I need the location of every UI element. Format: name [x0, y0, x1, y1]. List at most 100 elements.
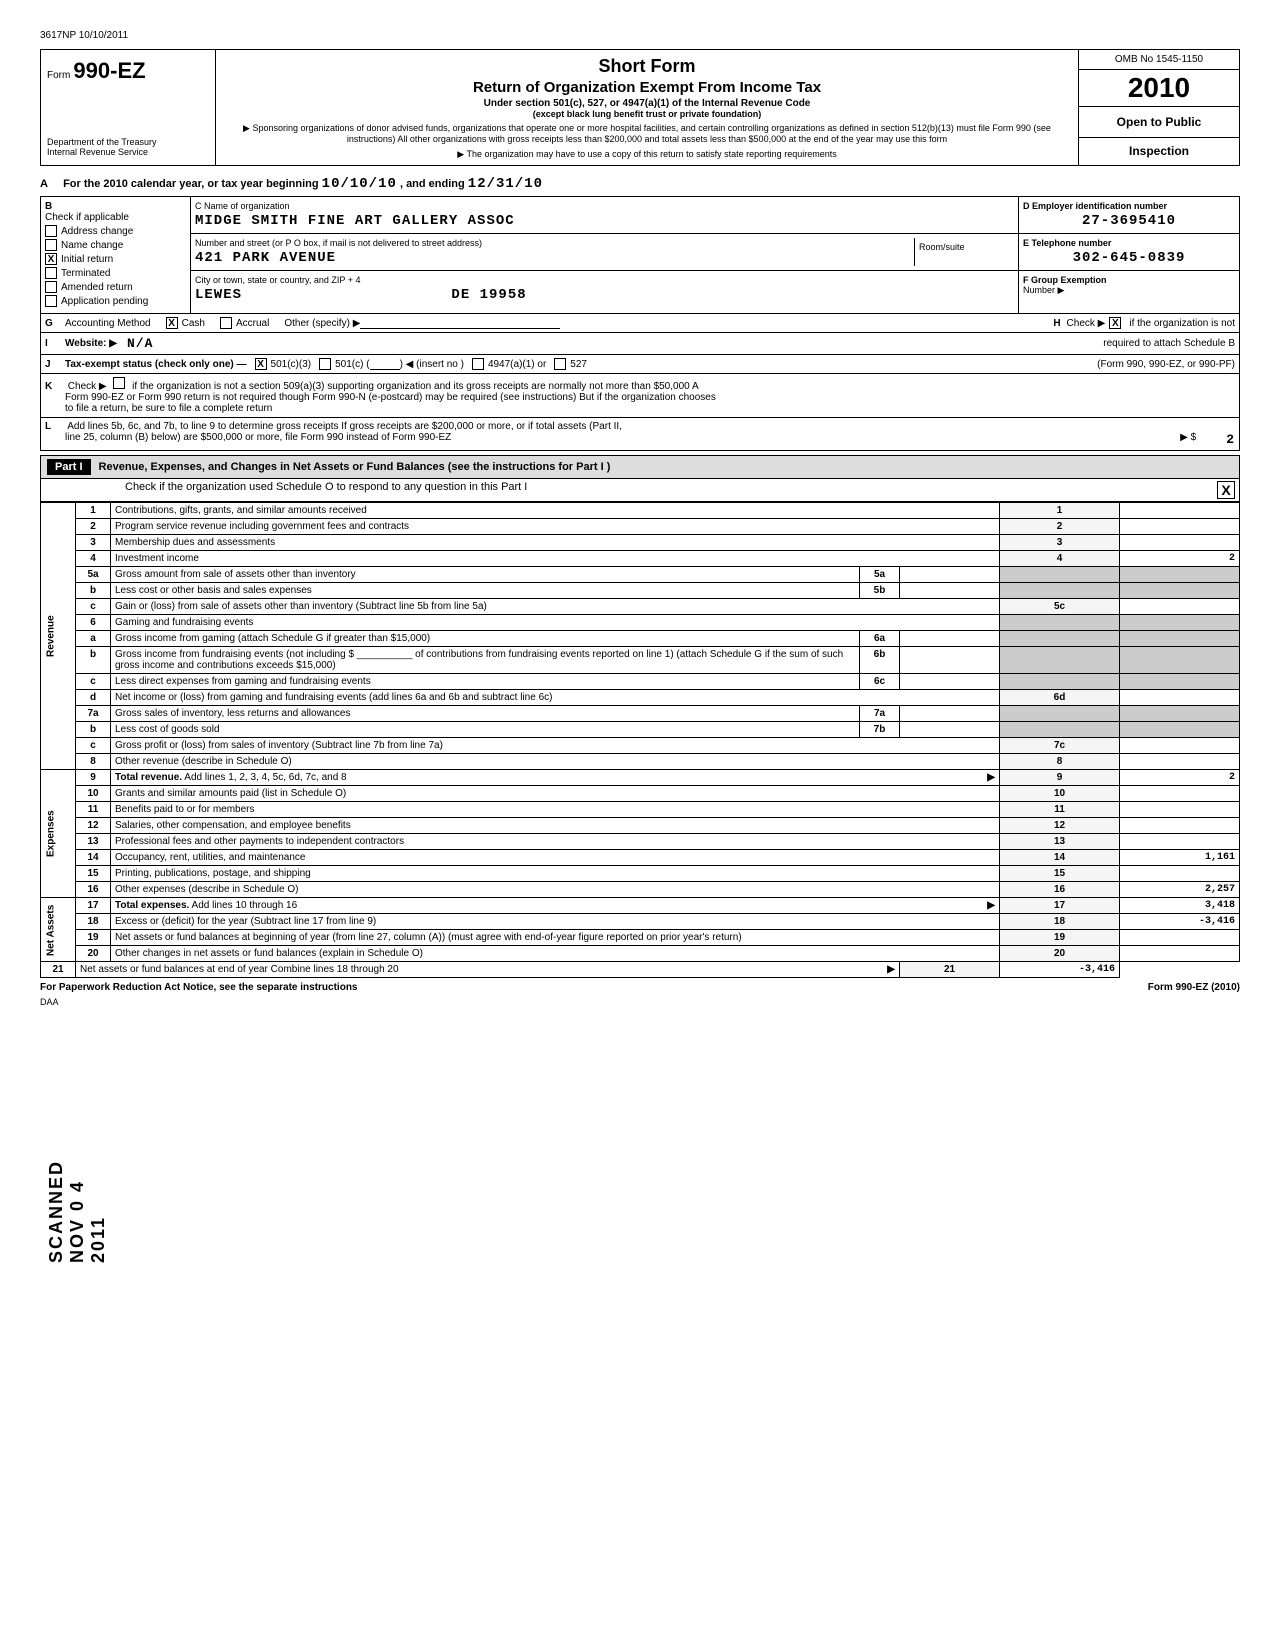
- side-label: Net Assets: [41, 898, 76, 962]
- line-value[interactable]: [1120, 519, 1240, 535]
- checkbox-label: Name change: [61, 240, 123, 251]
- row-num: 16: [76, 882, 111, 898]
- row-num: d: [76, 690, 111, 706]
- line-value[interactable]: [1120, 866, 1240, 882]
- table-row: 10Grants and similar amounts paid (list …: [41, 786, 1240, 802]
- table-row: cLess direct expenses from gaming and fu…: [41, 674, 1240, 690]
- row-desc: Net assets or fund balances at beginning…: [111, 930, 1000, 946]
- part1-title: Revenue, Expenses, and Changes in Net As…: [99, 461, 1233, 473]
- end-date: 12/31/10: [468, 176, 543, 192]
- line-value[interactable]: [1120, 503, 1240, 519]
- k-checkbox[interactable]: [113, 377, 125, 389]
- sub-value[interactable]: [900, 674, 1000, 690]
- 501c3-checkbox[interactable]: [255, 358, 267, 370]
- checkbox[interactable]: [45, 225, 57, 237]
- line-value[interactable]: [1120, 786, 1240, 802]
- row-num: 2: [76, 519, 111, 535]
- header-center: Short Form Return of Organization Exempt…: [216, 50, 1079, 165]
- state-zip: DE 19958: [451, 287, 526, 303]
- checkbox[interactable]: [45, 253, 57, 265]
- table-row: bLess cost of goods sold7b: [41, 722, 1240, 738]
- row-num: 13: [76, 834, 111, 850]
- checkbox-row: Application pending: [45, 295, 186, 307]
- sub-value[interactable]: [900, 631, 1000, 647]
- insert-blank[interactable]: [370, 358, 400, 370]
- form-wrapper: 3617NP 10/10/2011 Form 990-EZ Department…: [40, 30, 1240, 1007]
- cash-label: Cash: [182, 318, 205, 329]
- line-num: 6d: [1000, 690, 1120, 706]
- gray-cell: [1120, 674, 1240, 690]
- line-value[interactable]: 2: [1120, 770, 1240, 786]
- line-value[interactable]: [1120, 738, 1240, 754]
- line-value[interactable]: -3,416: [1000, 962, 1120, 978]
- line-num: 20: [1000, 946, 1120, 962]
- sub-value[interactable]: [900, 567, 1000, 583]
- accrual-checkbox[interactable]: [220, 317, 232, 329]
- tax-exempt-label: Tax-exempt status (check only one) —: [65, 359, 247, 370]
- line-value[interactable]: [1120, 818, 1240, 834]
- other-blank[interactable]: [360, 317, 560, 329]
- e-label: E Telephone number: [1023, 238, 1111, 248]
- 501c-checkbox[interactable]: [319, 358, 331, 370]
- line-value[interactable]: [1120, 834, 1240, 850]
- j-label: J: [45, 359, 65, 370]
- checkbox-row: Amended return: [45, 281, 186, 293]
- line-value[interactable]: [1120, 754, 1240, 770]
- gray-cell: [1120, 722, 1240, 738]
- doc-number: 3617NP 10/10/2011: [40, 30, 1240, 41]
- line-num: 21: [900, 962, 1000, 978]
- row-desc: Net income or (loss) from gaming and fun…: [111, 690, 1000, 706]
- section-b: B Check if applicable Address changeName…: [40, 196, 1240, 314]
- table-row: cGross profit or (loss) from sales of in…: [41, 738, 1240, 754]
- l-arrow: ▶ $: [1180, 432, 1196, 447]
- line-value[interactable]: -3,416: [1120, 914, 1240, 930]
- line-num: 1: [1000, 503, 1120, 519]
- part1-checkbox[interactable]: X: [1217, 481, 1235, 499]
- gray-cell: [1120, 583, 1240, 599]
- line-value[interactable]: [1120, 690, 1240, 706]
- line-value[interactable]: [1120, 946, 1240, 962]
- line-value[interactable]: [1120, 599, 1240, 615]
- checkbox[interactable]: [45, 295, 57, 307]
- row-desc: Program service revenue including govern…: [111, 519, 1000, 535]
- line-value[interactable]: 1,161: [1120, 850, 1240, 866]
- k-text2: if the organization is not a section 509…: [132, 381, 698, 392]
- line-value[interactable]: 3,418: [1120, 898, 1240, 914]
- sub-line-num: 7a: [860, 706, 900, 722]
- sub-line-num: 5a: [860, 567, 900, 583]
- line-value[interactable]: [1120, 930, 1240, 946]
- line-num: 11: [1000, 802, 1120, 818]
- line-value[interactable]: 2: [1120, 551, 1240, 567]
- row-num: 9: [76, 770, 111, 786]
- form-ref: Form 990-EZ (2010): [1148, 982, 1240, 993]
- 4947-checkbox[interactable]: [472, 358, 484, 370]
- line-value[interactable]: 2,257: [1120, 882, 1240, 898]
- sub-value[interactable]: [900, 706, 1000, 722]
- checkbox[interactable]: [45, 267, 57, 279]
- line-num: 10: [1000, 786, 1120, 802]
- table-row: 12Salaries, other compensation, and empl…: [41, 818, 1240, 834]
- table-row: Expenses9Total revenue. Add lines 1, 2, …: [41, 770, 1240, 786]
- line-a: A For the 2010 calendar year, or tax yea…: [40, 174, 1240, 194]
- header-left: Form 990-EZ Department of the Treasury I…: [41, 50, 216, 165]
- line-value[interactable]: [1120, 535, 1240, 551]
- part1-label: Part I: [47, 459, 91, 475]
- cash-checkbox[interactable]: [166, 317, 178, 329]
- sub-value[interactable]: [900, 722, 1000, 738]
- d-ein: D Employer identification number 27-3695…: [1019, 197, 1239, 234]
- line-value[interactable]: [1120, 802, 1240, 818]
- sub-value[interactable]: [900, 583, 1000, 599]
- line-num: 7c: [1000, 738, 1120, 754]
- row-desc: Net assets or fund balances at end of ye…: [76, 962, 900, 978]
- checkbox[interactable]: [45, 239, 57, 251]
- 527-checkbox[interactable]: [554, 358, 566, 370]
- h-checkbox[interactable]: [1109, 317, 1121, 329]
- table-row: 15Printing, publications, postage, and s…: [41, 866, 1240, 882]
- sub-line-num: 5b: [860, 583, 900, 599]
- checkbox[interactable]: [45, 281, 57, 293]
- sub-value[interactable]: [900, 647, 1000, 674]
- table-row: 13Professional fees and other payments t…: [41, 834, 1240, 850]
- line-num: 15: [1000, 866, 1120, 882]
- table-row: 18Excess or (deficit) for the year (Subt…: [41, 914, 1240, 930]
- h-label: H: [1053, 318, 1060, 329]
